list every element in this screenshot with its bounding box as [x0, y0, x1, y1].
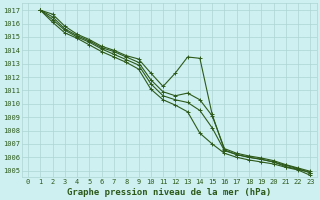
- X-axis label: Graphe pression niveau de la mer (hPa): Graphe pression niveau de la mer (hPa): [67, 188, 271, 197]
